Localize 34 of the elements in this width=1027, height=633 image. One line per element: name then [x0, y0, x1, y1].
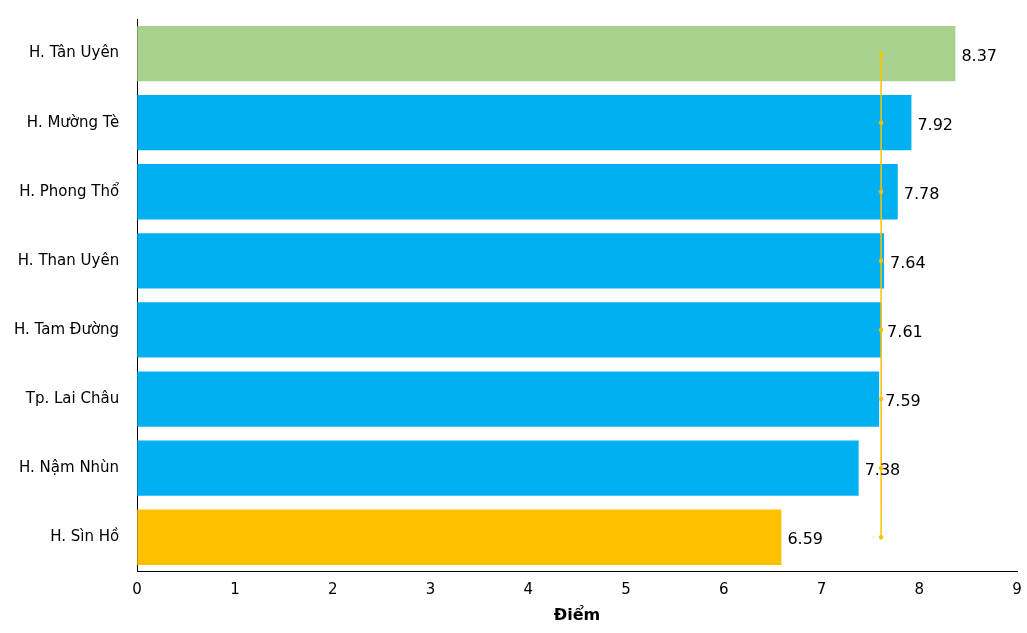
data-label: 7.61	[887, 322, 923, 342]
x-tick-label: 7	[816, 579, 827, 598]
y-tick-label: H. Than Uyên	[17, 250, 120, 269]
bar	[137, 509, 782, 565]
bar	[137, 164, 898, 220]
bar	[137, 302, 882, 358]
x-tick-label: 6	[718, 579, 729, 598]
x-axis-title: Điểm	[553, 604, 601, 624]
data-label: 7.92	[917, 114, 954, 134]
x-tick-label: 8	[914, 579, 925, 598]
y-tick-label: H. Sìn Hồ	[50, 527, 120, 546]
data-label: 8.37	[961, 45, 998, 65]
data-label: 7.78	[903, 183, 940, 203]
x-tick-label: 9	[1012, 579, 1022, 598]
bar	[137, 233, 885, 289]
x-tick-label: 0	[132, 579, 142, 598]
bar	[137, 25, 956, 82]
x-tick-label: 2	[327, 579, 338, 598]
data-label: 6.59	[787, 529, 824, 549]
data-label: 7.59	[885, 391, 921, 411]
y-tick-label: H. Phong Thổ	[19, 181, 120, 200]
bar	[137, 371, 880, 427]
x-tick-label: 1	[230, 579, 240, 598]
y-tick-label: H. Nậm Nhùn	[19, 458, 120, 477]
y-tick-label: H. Tân Uyên	[29, 43, 120, 62]
data-label: 7.64	[890, 253, 926, 273]
y-tick-label: Tp. Lai Châu	[24, 388, 120, 407]
x-tick-label: 5	[621, 579, 631, 598]
bar	[137, 440, 859, 496]
y-tick-label: H. Mường Tè	[26, 112, 120, 131]
bar	[137, 95, 912, 151]
x-tick-label: 3	[425, 579, 436, 598]
y-tick-label: H. Tam Đường	[14, 319, 120, 338]
x-tick-label: 4	[523, 579, 533, 598]
